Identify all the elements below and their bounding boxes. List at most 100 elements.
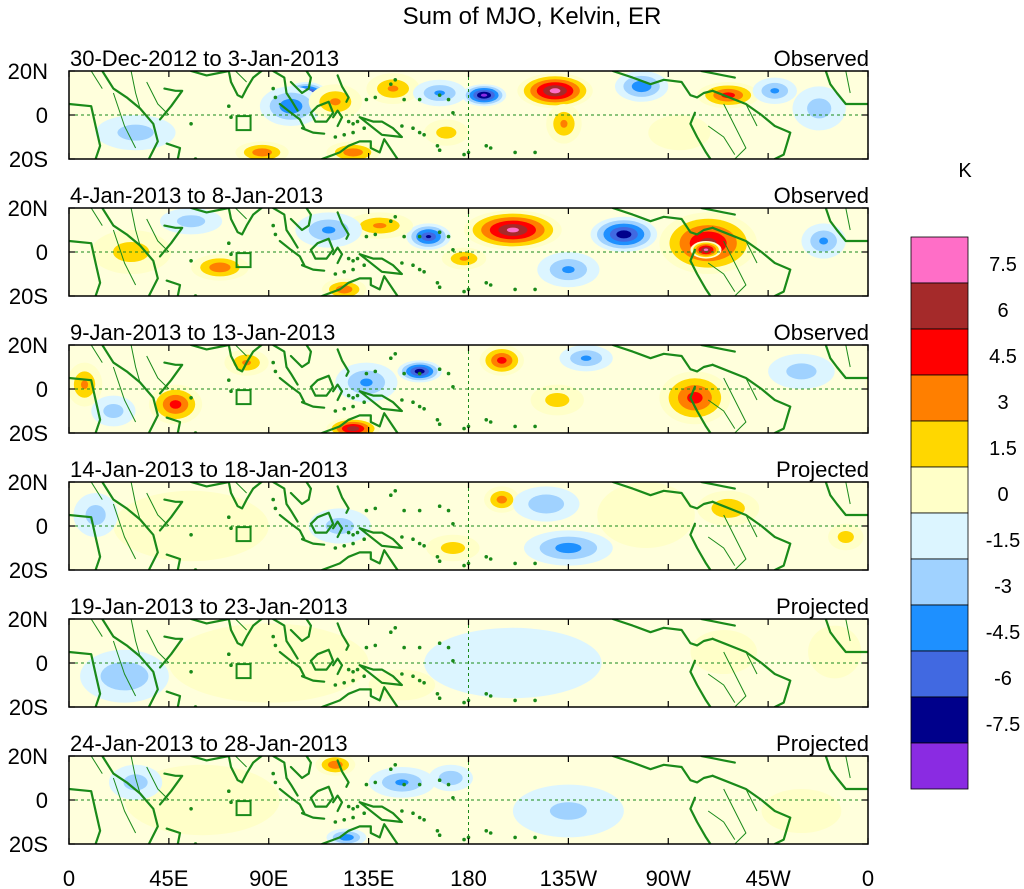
anomaly-blob	[690, 241, 722, 259]
lat-tick-label: 20S	[9, 558, 48, 583]
anomaly-blob	[95, 115, 176, 151]
reference-box	[235, 663, 252, 680]
anomaly-blob	[659, 371, 731, 425]
lat-tick-label: 0	[36, 651, 48, 676]
anomaly-blob	[614, 71, 669, 102]
lat-tick-label: 20S	[9, 832, 48, 857]
anomaly-blob	[413, 79, 467, 107]
lat-tick-label: 20N	[8, 744, 48, 769]
colorbar-swatch	[910, 604, 969, 652]
anomaly-blob	[326, 828, 367, 844]
anomaly-blob	[235, 141, 289, 159]
lat-tick-label: 0	[36, 103, 48, 128]
anomaly-blob	[426, 534, 480, 562]
lon-tick-label: 135W	[540, 866, 598, 889]
colorbar-tick-label: 4.5	[989, 346, 1017, 368]
colorbar-tick-label: 0	[997, 484, 1008, 506]
colorbar-swatch	[910, 742, 969, 790]
anomaly-blob	[191, 254, 249, 281]
reference-box	[235, 526, 252, 543]
panel-date-range: 9-Jan-2013 to 13-Jan-2013	[70, 320, 335, 345]
lon-tick-label: 45W	[746, 866, 791, 889]
panel-date-range: 30-Dec-2012 to 3-Jan-2013	[70, 46, 339, 71]
anomaly-blob	[397, 360, 442, 383]
reference-box	[235, 800, 252, 817]
anomaly-blob	[484, 486, 520, 513]
colorbar-swatch	[910, 420, 969, 468]
lat-tick-label: 20N	[8, 196, 48, 221]
anomaly-blob	[792, 86, 846, 131]
anomaly-blob	[322, 278, 367, 296]
anomaly-blob	[697, 82, 760, 109]
anomaly-blob	[424, 119, 469, 146]
panel-date-range: 4-Jan-2013 to 8-Jan-2013	[70, 183, 323, 208]
anomaly-blob	[648, 115, 711, 151]
panel-status: Projected	[776, 731, 869, 756]
anomaly-blob	[368, 767, 436, 798]
colorbar-tick-label: 6	[997, 300, 1008, 322]
anomaly-blob	[308, 84, 362, 120]
colorbar-swatch	[910, 650, 969, 698]
map-panel: 20N 0 20S 14-Jan-2013 to 18-Jan-2013 Project…	[8, 457, 869, 583]
map-panel: 20N 0 20S 24-Jan-2013 to 28-Jan-2013 Project…	[8, 731, 869, 857]
reference-box	[235, 389, 252, 406]
lon-tick-label: 0	[63, 866, 75, 889]
colorbar-swatch	[910, 328, 969, 376]
colorbar-swatch	[910, 236, 969, 284]
coastlines	[69, 345, 868, 433]
lat-tick-label: 20S	[9, 284, 48, 309]
anomaly-blob	[91, 395, 136, 427]
panel-status: Observed	[774, 46, 869, 71]
coastlines	[69, 208, 868, 296]
lat-tick-label: 20N	[8, 333, 48, 358]
anomaly-blob	[464, 210, 562, 250]
colorbar-tick-label: -7.5	[986, 714, 1020, 736]
lat-tick-label: 20S	[9, 421, 48, 446]
anomaly-blob	[295, 212, 362, 248]
lat-tick-label: 20N	[8, 607, 48, 632]
colorbar-tick-label: -6	[994, 668, 1012, 690]
anomaly-blob	[512, 486, 580, 522]
coastlines	[69, 619, 868, 707]
map-panel: 20N 0 20S 9-Jan-2013 to 13-Jan-2013 Observed	[8, 320, 869, 446]
colorbar-tick-label: 3	[997, 392, 1008, 414]
colorbar-tick-label: 1.5	[989, 438, 1017, 460]
anomaly-blob	[461, 84, 507, 107]
reference-box	[235, 252, 252, 269]
panel-date-range: 14-Jan-2013 to 18-Jan-2013	[70, 457, 348, 482]
map-panel: 20N 0 20S 30-Dec-2012 to 3-Jan-2013 Observed	[8, 46, 869, 172]
lat-tick-label: 20N	[8, 470, 48, 495]
panel-date-range: 24-Jan-2013 to 28-Jan-2013	[70, 731, 348, 756]
panel-status: Observed	[774, 320, 869, 345]
colorbar-swatch	[910, 374, 969, 422]
longitude-axis: 0 45E 90E 135E 180 135W 90W 45W 0	[63, 866, 874, 889]
anomaly-blob	[597, 482, 695, 548]
colorbar: K 7.5 6 4.5 3 1.5 0 -1.5 -3 -4.5 -6 -7.5	[910, 160, 1020, 790]
lon-tick-label: 90W	[646, 866, 691, 889]
anomaly-blob	[590, 216, 658, 252]
lat-tick-label: 20S	[9, 695, 48, 720]
lon-tick-label: 135E	[343, 866, 394, 889]
anomaly-blob	[801, 223, 846, 259]
panel-status: Observed	[774, 183, 869, 208]
colorbar-tick-label: 7.5	[989, 254, 1017, 276]
anomaly-blob	[428, 764, 473, 792]
anomaly-blob	[559, 345, 613, 372]
anomaly-blob	[326, 417, 380, 433]
anomaly-blob	[808, 625, 862, 679]
map-panel: 20N 0 20S 19-Jan-2013 to 23-Jan-2013 Project…	[8, 594, 869, 720]
anomaly-blob	[148, 384, 203, 425]
colorbar-swatch	[910, 466, 969, 514]
anomaly-blob	[479, 345, 524, 376]
map-panel: 20N 0 20S 4-Jan-2013 to 8-Jan-2013 Observed	[8, 183, 869, 309]
colorbar-swatch	[910, 512, 969, 560]
lat-tick-label: 0	[36, 240, 48, 265]
colorbar-tick-label: -1.5	[986, 530, 1020, 552]
coastlines	[69, 71, 868, 159]
anomaly-blob	[108, 764, 163, 801]
anomaly-blob	[523, 530, 613, 566]
coastlines	[69, 756, 868, 844]
anomaly-blob	[768, 353, 835, 389]
coastlines	[69, 482, 868, 570]
